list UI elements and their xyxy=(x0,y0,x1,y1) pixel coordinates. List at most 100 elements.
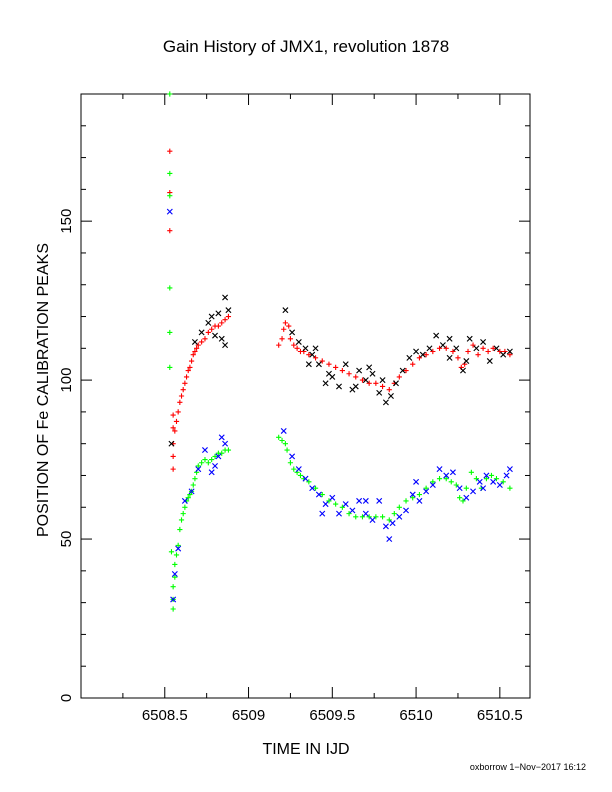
data-point xyxy=(282,307,289,314)
data-point xyxy=(475,352,481,358)
data-point xyxy=(333,501,339,507)
data-point xyxy=(195,463,201,469)
data-point xyxy=(460,498,466,504)
data-point xyxy=(456,485,463,492)
data-point xyxy=(413,478,420,485)
data-point xyxy=(309,351,316,358)
data-point xyxy=(483,476,490,482)
data-point xyxy=(488,472,495,479)
data-point xyxy=(483,472,490,479)
data-point xyxy=(436,466,443,473)
data-point xyxy=(199,460,205,466)
data-point xyxy=(403,367,409,374)
data-point xyxy=(379,377,386,384)
data-point xyxy=(188,358,195,364)
data-point xyxy=(195,342,201,348)
data-point xyxy=(209,326,215,332)
data-point xyxy=(362,497,369,504)
data-point xyxy=(222,342,229,349)
data-point xyxy=(503,472,510,479)
data-point xyxy=(436,476,443,482)
data-point xyxy=(455,355,461,361)
data-point xyxy=(376,497,383,504)
data-point xyxy=(177,526,183,533)
data-point xyxy=(222,317,228,323)
x-tick-label: 6508.5 xyxy=(142,707,188,724)
data-point xyxy=(356,367,363,374)
data-point xyxy=(178,393,185,399)
data-point xyxy=(170,596,177,603)
data-point xyxy=(506,348,513,355)
data-point xyxy=(423,485,429,491)
data-point xyxy=(429,482,436,488)
data-point xyxy=(336,383,342,390)
data-point xyxy=(167,285,173,291)
data-point xyxy=(281,326,287,332)
data-point xyxy=(485,348,491,355)
data-point xyxy=(392,380,399,387)
data-point xyxy=(468,469,474,475)
data-point xyxy=(178,517,185,523)
data-point xyxy=(222,440,229,447)
data-point xyxy=(496,482,503,488)
data-point xyxy=(410,495,416,501)
data-point xyxy=(286,323,292,329)
x-axis-label: TIME IN IJD xyxy=(262,741,349,758)
data-point xyxy=(168,440,175,447)
data-point xyxy=(306,479,312,485)
data-point xyxy=(470,488,477,495)
data-point xyxy=(430,479,436,485)
data-point xyxy=(326,361,332,367)
data-point xyxy=(191,338,198,345)
data-point xyxy=(443,476,449,482)
data-point xyxy=(326,498,332,504)
data-point xyxy=(359,377,366,383)
plot-border xyxy=(80,93,531,699)
data-point xyxy=(366,514,372,520)
data-point xyxy=(212,332,219,339)
data-point xyxy=(209,456,215,463)
data-point xyxy=(353,514,359,520)
x-tick-label: 6509.5 xyxy=(309,707,355,724)
data-point xyxy=(175,545,182,552)
data-point xyxy=(473,345,480,352)
data-point xyxy=(170,466,176,472)
data-point xyxy=(446,354,453,361)
data-point xyxy=(322,501,329,508)
data-point xyxy=(190,352,196,358)
data-point xyxy=(183,374,190,380)
data-point xyxy=(480,338,487,345)
data-point xyxy=(315,361,322,368)
data-point xyxy=(366,364,373,371)
data-point xyxy=(276,342,282,348)
data-point xyxy=(465,348,471,355)
data-point xyxy=(386,536,393,543)
data-point xyxy=(386,517,392,523)
y-axis-label: POSITION OF Fe CALIBRATION PEAKS xyxy=(35,243,52,537)
data-point xyxy=(177,399,183,405)
data-point xyxy=(166,208,173,215)
data-point xyxy=(391,511,397,517)
data-point xyxy=(198,329,205,336)
data-point xyxy=(171,571,178,578)
data-point xyxy=(170,425,176,431)
data-point xyxy=(430,348,436,355)
data-point xyxy=(167,91,173,97)
data-point xyxy=(319,358,325,364)
x-tick-label: 6510.5 xyxy=(477,707,523,724)
data-point xyxy=(192,476,198,482)
data-point xyxy=(369,516,376,523)
data-point xyxy=(294,345,300,351)
data-point xyxy=(480,345,486,351)
y-tick-label: 150 xyxy=(58,209,75,234)
data-point xyxy=(312,485,319,491)
data-point xyxy=(312,345,319,352)
y-tick-label: 50 xyxy=(58,531,75,548)
data-point xyxy=(167,170,173,177)
data-point xyxy=(306,352,312,358)
data-point xyxy=(413,348,420,355)
data-point xyxy=(387,393,394,399)
data-point xyxy=(172,561,178,568)
data-point xyxy=(205,329,211,336)
data-point xyxy=(289,329,296,336)
